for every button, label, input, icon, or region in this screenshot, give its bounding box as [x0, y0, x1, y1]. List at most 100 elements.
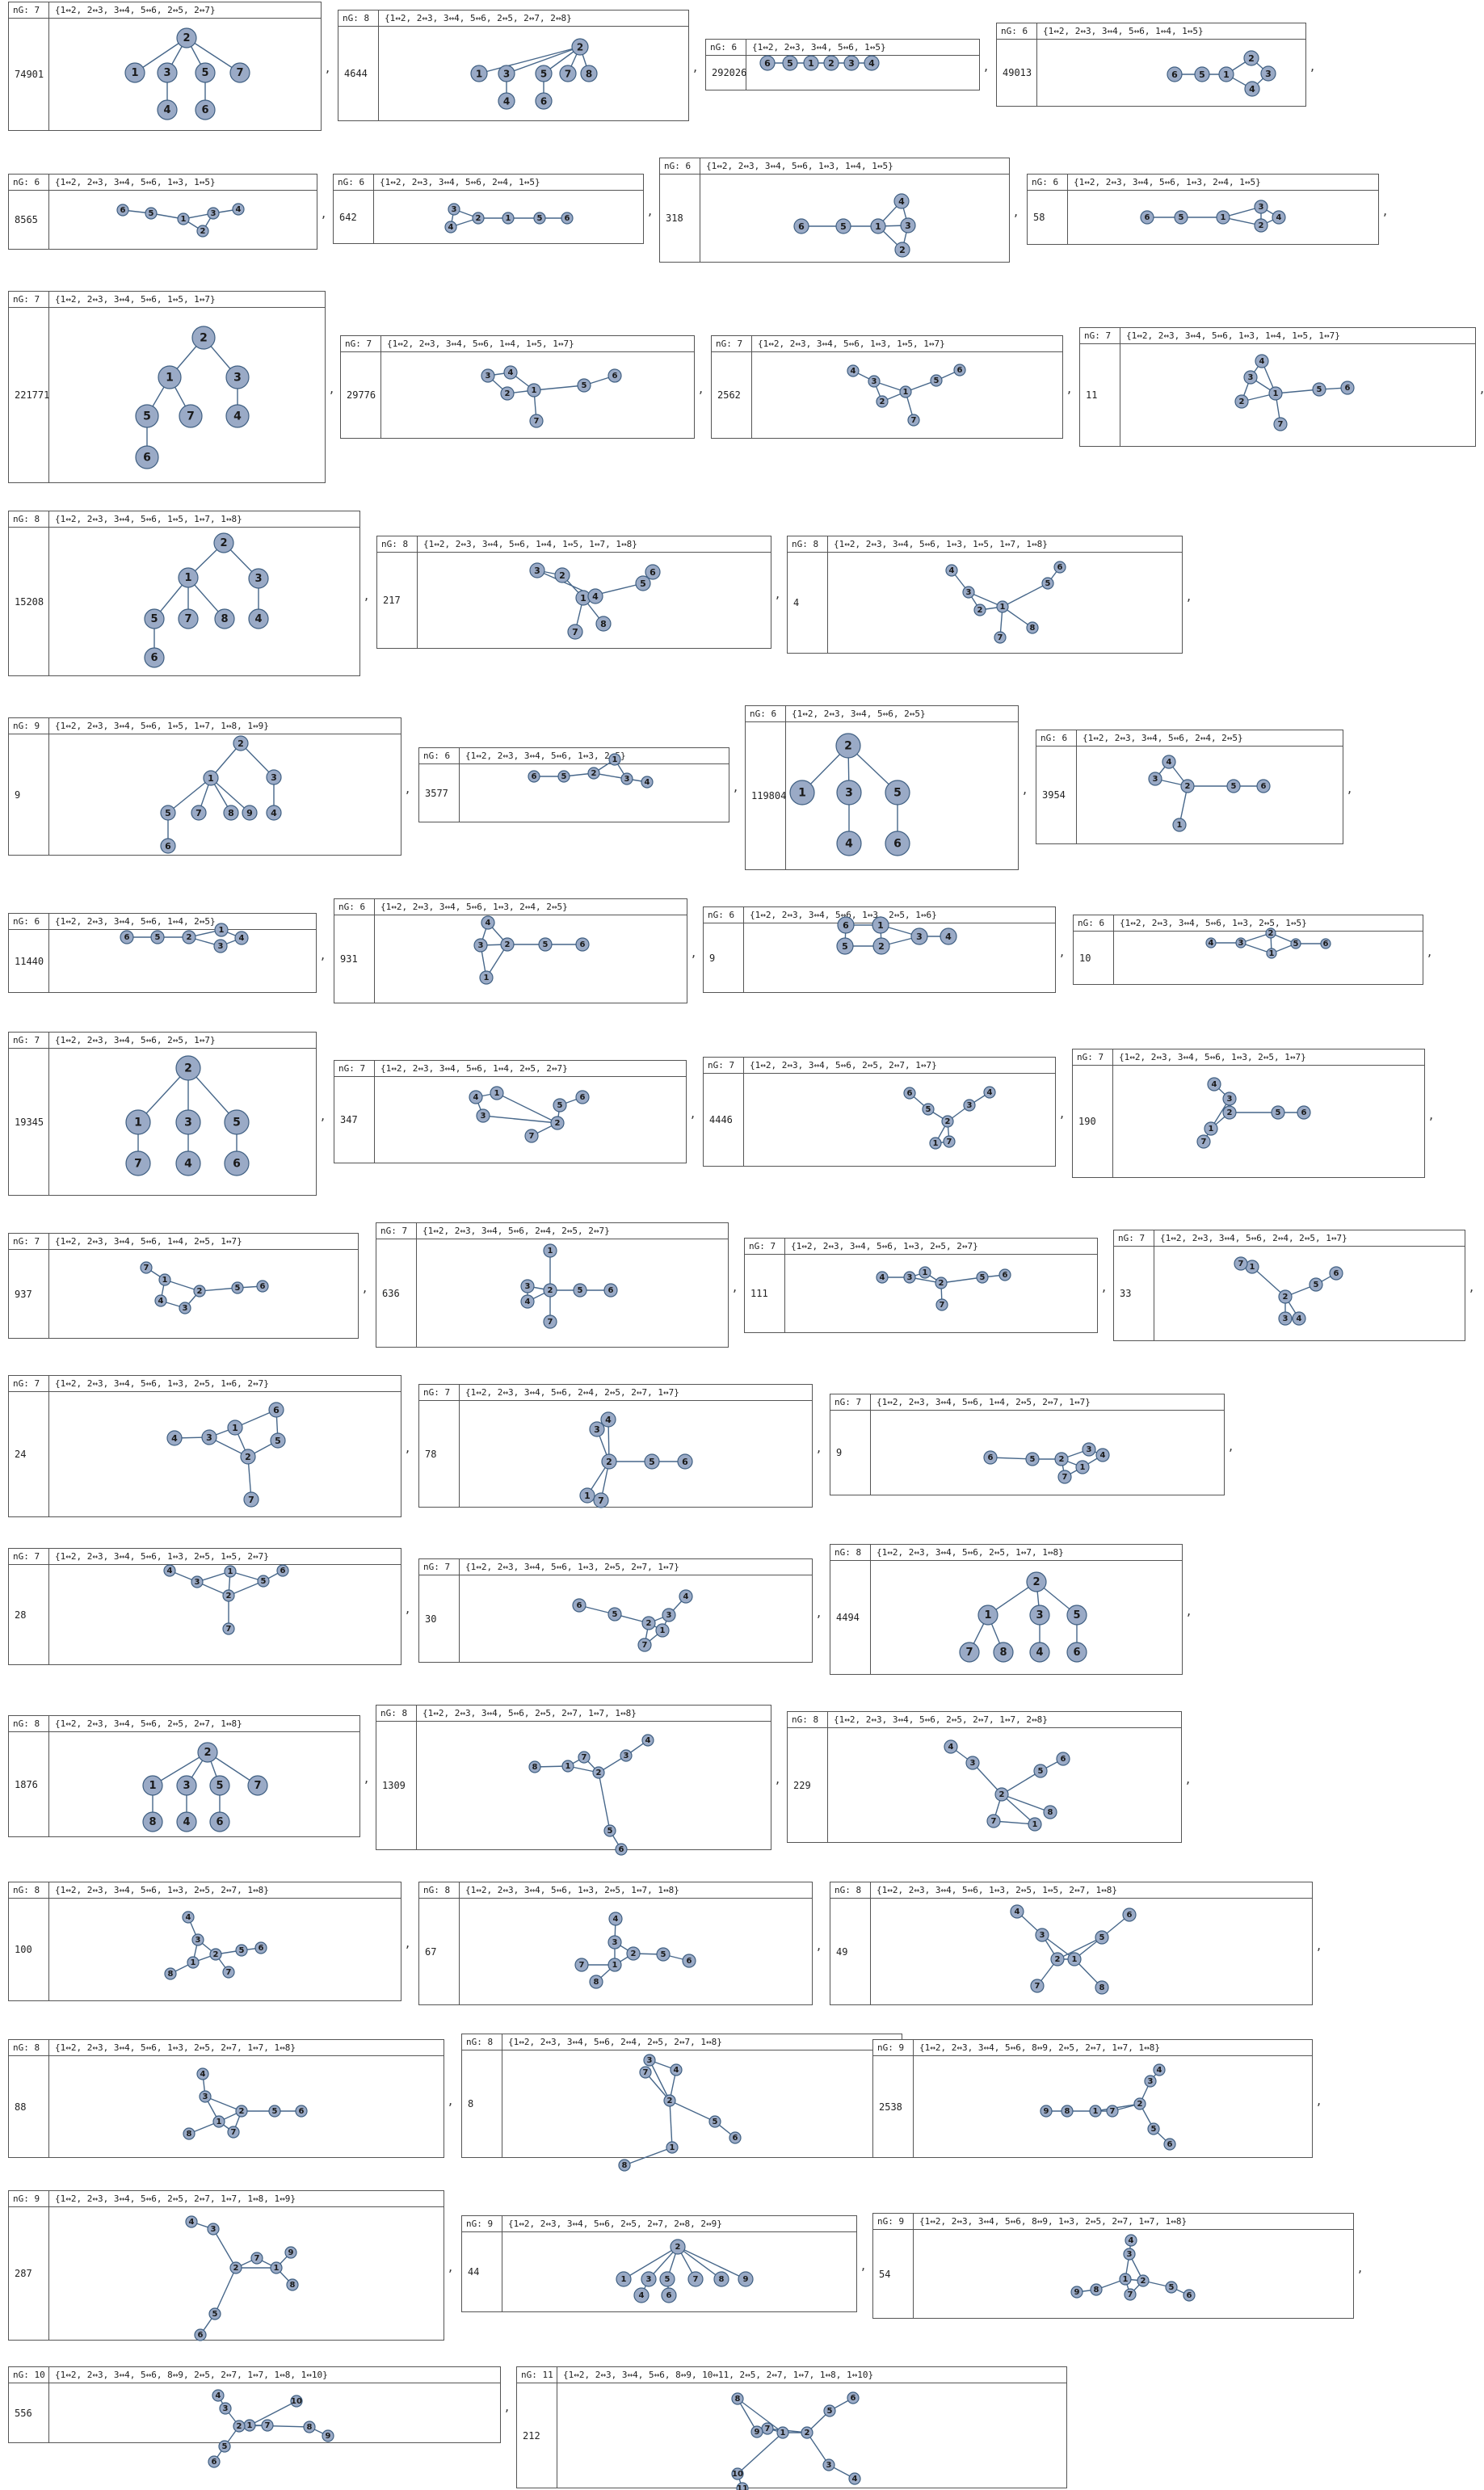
node-label: 2 [596, 1769, 602, 1777]
node-label: 2 [555, 1119, 561, 1128]
graph-node: 2 [1026, 1571, 1047, 1592]
occurrence-count: 100 [9, 1899, 49, 2000]
node-label: 5 [150, 613, 158, 625]
graph-node: 1 [776, 2426, 789, 2439]
graph-panel: nG: 7 {1↔2, 2↔3, 3↔4, 5↔6, 1↔3, 1↔5, 1↔7}… [711, 335, 1063, 439]
node-label: 1 [923, 1268, 928, 1277]
node-label: 8 [594, 1978, 599, 1987]
list-separator: , [1187, 1603, 1192, 1618]
node-label: 6 [1334, 1269, 1339, 1278]
graph-node: 1 [177, 212, 190, 225]
panel-header: nG: 8 {1↔2, 2↔3, 3↔4, 5↔6, 1↔3, 2↔5, 2↔7,… [9, 2040, 444, 2056]
graph-node: 7 [529, 414, 544, 428]
graph-drawing: 1 2 3 4 5 6 78 [574, 1912, 696, 1989]
list-separator: , [693, 59, 698, 74]
graph-node: 9 [284, 2246, 297, 2259]
panel-header: nG: 6 {1↔2, 2↔3, 3↔4, 5↔6, 1↔3, 2↔5} [419, 748, 729, 764]
node-label: 7 [940, 1301, 945, 1310]
node-label: 6 [212, 2458, 217, 2467]
graph-node: 5 [538, 937, 553, 952]
graph-panel: nG: 8 {1↔2, 2↔3, 3↔4, 5↔6, 2↔5, 1↔7, 1↔8}… [830, 1544, 1183, 1675]
graph-node: 7 [178, 608, 199, 629]
panel-header: nG: 8 {1↔2, 2↔3, 3↔4, 5↔6, 2↔5, 2↔7, 1↔7,… [376, 1706, 771, 1722]
node-label: 2 [245, 1452, 251, 1462]
node-label: 3 [525, 1282, 531, 1291]
graph-node: 1 [527, 383, 541, 397]
edge-list: {1↔2, 2↔3, 3↔4, 5↔6, 1↔3, 2↔5, 1↔5, 2↔7,… [877, 1885, 1118, 1895]
list-separator: , [1060, 1105, 1065, 1121]
node-label: 5 [1151, 2125, 1157, 2134]
node-label: 3 [624, 1752, 629, 1760]
node-label: 1 [149, 1780, 156, 1792]
edge-list: {1↔2, 2↔3, 3↔4, 5↔6, 1↔4, 2↔5, 2↔7, 1↔7} [877, 1397, 1091, 1407]
graph-edge [737, 2398, 784, 2433]
list-separator: , [406, 1440, 410, 1455]
node-label: 5 [827, 2407, 833, 2416]
node-label: 7 [965, 1647, 973, 1659]
graph-node: 1 [608, 753, 621, 766]
graph-edge [167, 777, 212, 814]
graph-node: 5 [930, 374, 943, 387]
graph-panel: nG: 6 {1↔2, 2↔3, 3↔4, 5↔6, 2↔4, 2↔5} 3954 1… [1036, 730, 1343, 844]
node-label: 3 [195, 1578, 200, 1587]
occurrence-count: 642 [334, 191, 374, 243]
graph-node: 5 [1309, 1277, 1323, 1292]
graph-node: 5 [922, 1103, 935, 1116]
node-label: 5 [649, 1457, 655, 1467]
graph-node: 3 [266, 769, 282, 785]
graph-node: 8 [286, 2278, 299, 2291]
node-label: 3 [223, 2404, 229, 2413]
list-separator: , [1187, 588, 1192, 604]
node-label: 1 [191, 1958, 196, 1967]
graph-node: 7 [559, 65, 577, 82]
list-separator: , [1067, 381, 1072, 396]
occurrence-count: 78 [419, 1401, 460, 1507]
occurrence-count: 49013 [997, 40, 1037, 106]
node-label: 6 [1301, 1108, 1307, 1117]
panel-header: nG: 8 {1↔2, 2↔3, 3↔4, 5↔6, 1↔3, 2↔5, 2↔7,… [9, 1882, 401, 1899]
graph-node: 2 [554, 567, 570, 583]
node-label: 7 [598, 1495, 604, 1506]
node-label: 5 [275, 1436, 281, 1446]
graph-panel: nG: 8 {1↔2, 2↔3, 3↔4, 5↔6, 2↔5, 2↔7, 2↔8}… [338, 10, 689, 121]
list-separator: , [1358, 2259, 1363, 2275]
node-label: 2 [197, 1287, 203, 1296]
node-label: 2 [1268, 929, 1274, 938]
node-label: 2 [1248, 53, 1255, 64]
node-label: 7 [991, 1817, 997, 1826]
edge-list: {1↔2, 2↔3, 3↔4, 5↔6, 8↔9, 10↔11, 2↔5, 2↔… [563, 2370, 874, 2380]
graph-node: 4 [182, 1911, 195, 1924]
list-separator: , [1429, 1107, 1434, 1122]
graph-node: 7 [261, 2419, 274, 2432]
graph-node: 8 [713, 2271, 729, 2287]
node-label: 1 [670, 2143, 675, 2152]
graph-node: 3 [1235, 937, 1246, 948]
graph-node: 7 [243, 1491, 259, 1508]
graph-edge [152, 1752, 208, 1786]
graph-node: 1 [870, 218, 886, 234]
node-label: 7 [998, 633, 1003, 642]
list-separator: , [1480, 381, 1484, 396]
graph-node: 3 [900, 217, 916, 233]
node-label: 2 [1259, 221, 1264, 230]
graph-node: 3 [607, 1935, 622, 1950]
graph-node: 5 [1290, 938, 1301, 949]
node-label: 8 [1030, 624, 1036, 633]
node-label: 3 [970, 1759, 976, 1768]
graph-node: 4 [836, 831, 862, 856]
node-label: 1 [476, 69, 482, 80]
occurrence-count: 229 [788, 1728, 828, 1842]
node-label: 3 [1259, 203, 1264, 212]
graph-node: 3 [225, 365, 250, 389]
node-label: 3 [1248, 373, 1254, 382]
node-label: 8 [719, 2275, 725, 2284]
node-label: 8 [600, 619, 607, 629]
graph-node: 2 [191, 326, 216, 350]
node-label: 4 [184, 1158, 192, 1171]
panel-header: nG: 9 {1↔2, 2↔3, 3↔4, 5↔6, 2↔5, 2↔7, 2↔8,… [462, 2216, 856, 2232]
node-label: 5 [272, 2107, 278, 2116]
edge-list: {1↔2, 2↔3, 3↔4, 5↔6, 2↔5, 2↔7, 1↔7} [750, 1060, 937, 1070]
graph-node: 3 [965, 1756, 980, 1770]
node-label: 1 [1273, 389, 1279, 398]
